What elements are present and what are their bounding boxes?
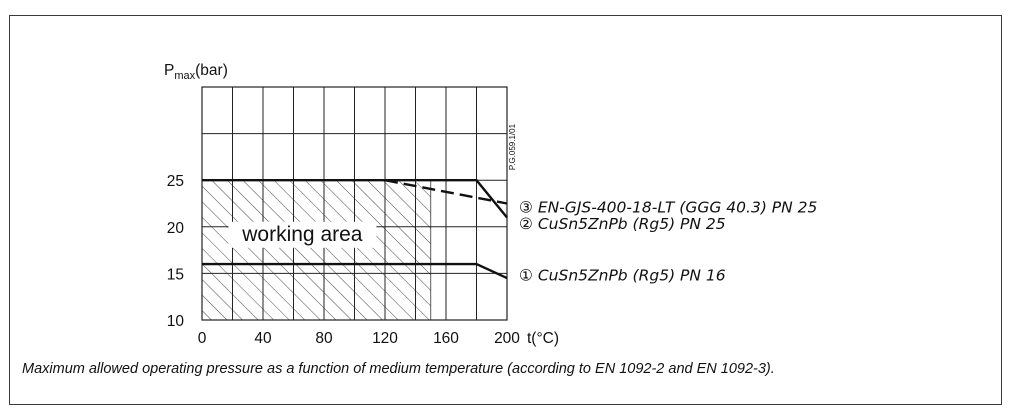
figure-caption: Maximum allowed operating pressure as a … xyxy=(22,361,775,377)
y-tick-label: 10 xyxy=(167,313,185,330)
x-tick-label: 0 xyxy=(198,330,207,347)
x-tick-label: 200 xyxy=(494,330,520,347)
working-area-label-bg xyxy=(228,221,377,248)
y-tick-label: 20 xyxy=(167,220,185,237)
x-axis-title: t(°C) xyxy=(527,330,559,347)
legend-entry: ② CuSn5ZnPb (Rg5) PN 25 xyxy=(519,215,726,233)
x-tick-label: 120 xyxy=(372,330,398,347)
x-tick-label: 160 xyxy=(433,330,459,347)
legend-label: CuSn5ZnPb (Rg5) PN 16 xyxy=(538,266,726,284)
legend-entry: ③ EN-GJS-400-18-LT (GGG 40.3) PN 25 xyxy=(519,199,817,217)
drawing-code: P.G.059.1/01 xyxy=(508,123,517,170)
y-tick-label: 25 xyxy=(167,173,184,190)
x-tick-label: 80 xyxy=(315,330,333,347)
working-area-label: working area xyxy=(241,223,363,246)
legend-marker: ① xyxy=(519,266,538,284)
legend-label: EN-GJS-400-18-LT (GGG 40.3) PN 25 xyxy=(538,199,818,217)
working-area-region xyxy=(201,179,432,321)
series-line xyxy=(384,179,508,205)
x-tick-label: 40 xyxy=(254,330,272,347)
figure-frame xyxy=(9,15,1002,405)
y-tick-label: 15 xyxy=(167,266,184,283)
series-line xyxy=(202,262,508,280)
y-axis-title: Pmax(bar) xyxy=(164,62,228,83)
series-line xyxy=(202,178,508,219)
legend-marker: ③ xyxy=(519,199,538,217)
legend-marker: ② xyxy=(519,215,538,233)
legend-entry: ① CuSn5ZnPb (Rg5) PN 16 xyxy=(519,266,726,284)
legend-label: CuSn5ZnPb (Rg5) PN 25 xyxy=(538,215,726,233)
